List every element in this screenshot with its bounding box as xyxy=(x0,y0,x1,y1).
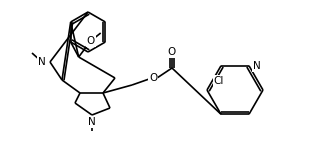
Text: N: N xyxy=(253,61,261,71)
Text: O: O xyxy=(86,36,95,46)
Text: O: O xyxy=(168,47,176,57)
Text: N: N xyxy=(88,117,96,127)
Text: N: N xyxy=(38,57,46,67)
Text: O: O xyxy=(149,73,157,83)
Text: Cl: Cl xyxy=(214,76,224,86)
